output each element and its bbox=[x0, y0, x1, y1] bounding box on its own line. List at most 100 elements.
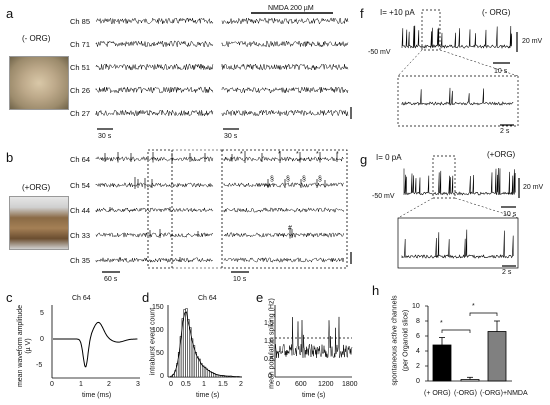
zoom-trace bbox=[223, 182, 344, 188]
ytick-label: 2 bbox=[416, 363, 420, 370]
panel-g-current: I= 0 pA bbox=[376, 153, 402, 162]
burst-mark: * bbox=[316, 151, 319, 158]
xtick-label: 1200 bbox=[318, 381, 334, 388]
significance-bracket bbox=[469, 312, 498, 316]
ytick-label: 0 bbox=[268, 373, 272, 380]
nmda-trace bbox=[221, 17, 349, 25]
ytick-label: 0 bbox=[40, 336, 44, 343]
zoom-box-target bbox=[397, 217, 519, 269]
panel-f-current: I= +10 pA bbox=[380, 8, 415, 17]
baseline-trace bbox=[95, 86, 214, 94]
zoom-connector bbox=[397, 197, 434, 219]
category-label: (-ORG) bbox=[454, 390, 477, 397]
membrane-potential-trace bbox=[401, 25, 512, 49]
panel-f-scale-t2: 2 s bbox=[500, 128, 510, 135]
xtick-label: 1 bbox=[79, 381, 83, 388]
zoom-box-source bbox=[432, 155, 456, 199]
ytick-label: 50 bbox=[156, 350, 164, 357]
membrane-potential-trace bbox=[403, 167, 516, 196]
xtick-label: 2 bbox=[107, 381, 111, 388]
xtick-label: 3 bbox=[136, 381, 140, 388]
section-mark: § bbox=[270, 176, 274, 183]
panel-g-scale-v: 20 mV bbox=[523, 184, 544, 191]
section-mark: § bbox=[318, 176, 322, 183]
histogram-bar bbox=[201, 365, 205, 378]
channel-label: Ch 85 bbox=[69, 17, 90, 26]
xtick-label: 0 bbox=[50, 381, 54, 388]
panel-label-e: e bbox=[256, 290, 264, 305]
baseline-trace bbox=[95, 40, 214, 48]
nmda-trace bbox=[221, 40, 349, 48]
zoom-trace bbox=[223, 156, 344, 163]
channel-label: Ch 51 bbox=[69, 63, 90, 72]
baseline-trace bbox=[95, 257, 213, 264]
zoom-box-target bbox=[397, 75, 519, 127]
channel-label: Ch 33 bbox=[69, 231, 90, 240]
panel-a-scale-right: 30 s bbox=[224, 133, 238, 140]
panel-f-scale-t1: 10 s bbox=[494, 68, 508, 75]
panel-label-d: d bbox=[142, 290, 150, 305]
channel-label: Ch 44 bbox=[69, 206, 90, 215]
burst-mark: * bbox=[240, 151, 243, 158]
section-mark: § bbox=[286, 176, 290, 183]
ytick-label: 8 bbox=[416, 318, 420, 325]
histogram-fit-line bbox=[169, 311, 243, 378]
panel-e-xlabel: time (s) bbox=[302, 392, 326, 399]
panel-f-vm-label: -50 mV bbox=[368, 49, 391, 56]
zoom-trace bbox=[223, 232, 344, 238]
panel-b-scale-left: 60 s bbox=[104, 276, 118, 283]
baseline-trace bbox=[95, 182, 214, 188]
ytick-label: 6 bbox=[416, 333, 420, 340]
panel-label-a: a bbox=[6, 6, 14, 21]
panel-g-organoid-label: (+ORG) bbox=[487, 150, 516, 159]
bar-2 bbox=[487, 331, 507, 382]
panel-c-title: Ch 64 bbox=[72, 295, 91, 302]
zoom-membrane-trace bbox=[401, 87, 514, 106]
panel-a-organoid-label: (- ORG) bbox=[22, 34, 51, 43]
panel-c-xlabel: time (ms) bbox=[82, 392, 112, 399]
section-mark: § bbox=[302, 176, 306, 183]
panel-label-b: b bbox=[6, 150, 14, 165]
channel-label: Ch 64 bbox=[69, 155, 90, 164]
panel-a-scale-left: 30 s bbox=[98, 133, 112, 140]
panel-d-title: Ch 64 bbox=[198, 295, 217, 302]
baseline-trace bbox=[95, 63, 214, 71]
xtick-label: 1800 bbox=[342, 381, 358, 388]
xtick-label: 600 bbox=[295, 381, 307, 388]
zoom-connector bbox=[454, 197, 519, 219]
histogram-bar bbox=[187, 319, 190, 378]
category-label: (+ ORG) bbox=[424, 390, 451, 397]
ytick-label: 150 bbox=[152, 304, 164, 311]
ytick-label: 0.5 bbox=[264, 356, 274, 363]
ytick-label: 0 bbox=[416, 378, 420, 385]
baseline-trace bbox=[95, 156, 214, 162]
channel-label: Ch 26 bbox=[69, 86, 90, 95]
nmda-label: NMDA 200 µM bbox=[268, 5, 314, 12]
panel-label-g: g bbox=[360, 152, 368, 167]
panel-label-h: h bbox=[372, 283, 380, 298]
xtick-label: 1.5 bbox=[218, 381, 228, 388]
significance-bracket bbox=[441, 329, 471, 333]
bar-1 bbox=[460, 379, 480, 382]
xtick-label: 0 bbox=[276, 381, 280, 388]
burst-mark: * bbox=[278, 151, 281, 158]
nmda-trace bbox=[221, 86, 349, 94]
ytick-label: 5 bbox=[40, 310, 44, 317]
panel-label-f: f bbox=[360, 6, 364, 21]
zoom-trace bbox=[223, 257, 344, 264]
category-label: (-ORG)+NMDA bbox=[480, 390, 528, 397]
ytick-label: 100 bbox=[152, 327, 164, 334]
burst-mark: * bbox=[336, 151, 339, 158]
baseline-trace bbox=[95, 109, 214, 117]
ytick-label: -5 bbox=[36, 362, 43, 369]
baseline-trace bbox=[95, 17, 214, 25]
nmda-trace bbox=[221, 109, 349, 117]
xtick-label: 0.5 bbox=[181, 381, 191, 388]
ytick-label: 0 bbox=[160, 373, 164, 380]
organoid-photo-minus bbox=[9, 56, 69, 110]
xtick-label: 1 bbox=[202, 381, 206, 388]
channel-label: Ch 27 bbox=[69, 109, 90, 118]
panel-b-scale-right: 10 s bbox=[233, 276, 247, 283]
panel-g-scale-t1: 10 s bbox=[503, 211, 517, 218]
